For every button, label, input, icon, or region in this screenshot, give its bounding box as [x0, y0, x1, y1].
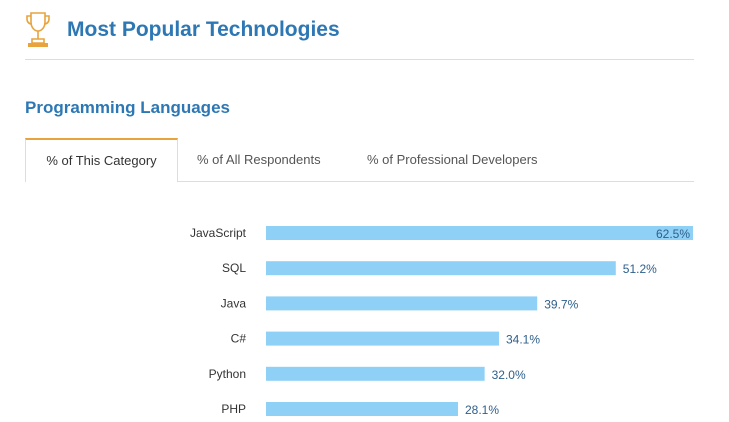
- bar: [266, 261, 616, 276]
- value-label: 62.5%: [656, 227, 690, 241]
- header: Most Popular Technologies: [0, 0, 729, 62]
- category-label: PHP: [221, 402, 246, 416]
- value-label: 39.7%: [544, 297, 578, 311]
- bar: [266, 402, 458, 416]
- bar: [266, 331, 499, 346]
- category-label: JavaScript: [190, 226, 247, 240]
- tab-this-category[interactable]: % of This Category: [25, 138, 178, 182]
- tab-bar: % of This Category % of All Respondents …: [25, 138, 694, 182]
- bar-chart: JavaScript 62.5% SQL 51.2% Java 39.7% C# 34.1% P…: [190, 226, 693, 417]
- category-label: C#: [231, 332, 247, 346]
- page-title: Most Popular Technologies: [67, 18, 340, 41]
- section-title: Programming Languages: [25, 98, 230, 117]
- value-label: 51.2%: [623, 262, 657, 276]
- bar: [266, 296, 538, 311]
- bar: [266, 226, 693, 240]
- bar: [266, 366, 485, 381]
- trophy-icon: [26, 12, 50, 47]
- tab-all-respondents[interactable]: % of All Respondents: [197, 152, 321, 167]
- tab-professional-developers[interactable]: % of Professional Developers: [367, 152, 538, 167]
- value-label: 28.1%: [465, 403, 499, 417]
- value-label: 34.1%: [506, 333, 540, 347]
- value-label: 32.0%: [492, 368, 526, 382]
- category-label: Java: [221, 296, 247, 310]
- category-label: Python: [209, 367, 246, 381]
- header-divider: [25, 59, 694, 60]
- category-label: SQL: [222, 261, 246, 275]
- tab-bar-divider: [25, 181, 694, 182]
